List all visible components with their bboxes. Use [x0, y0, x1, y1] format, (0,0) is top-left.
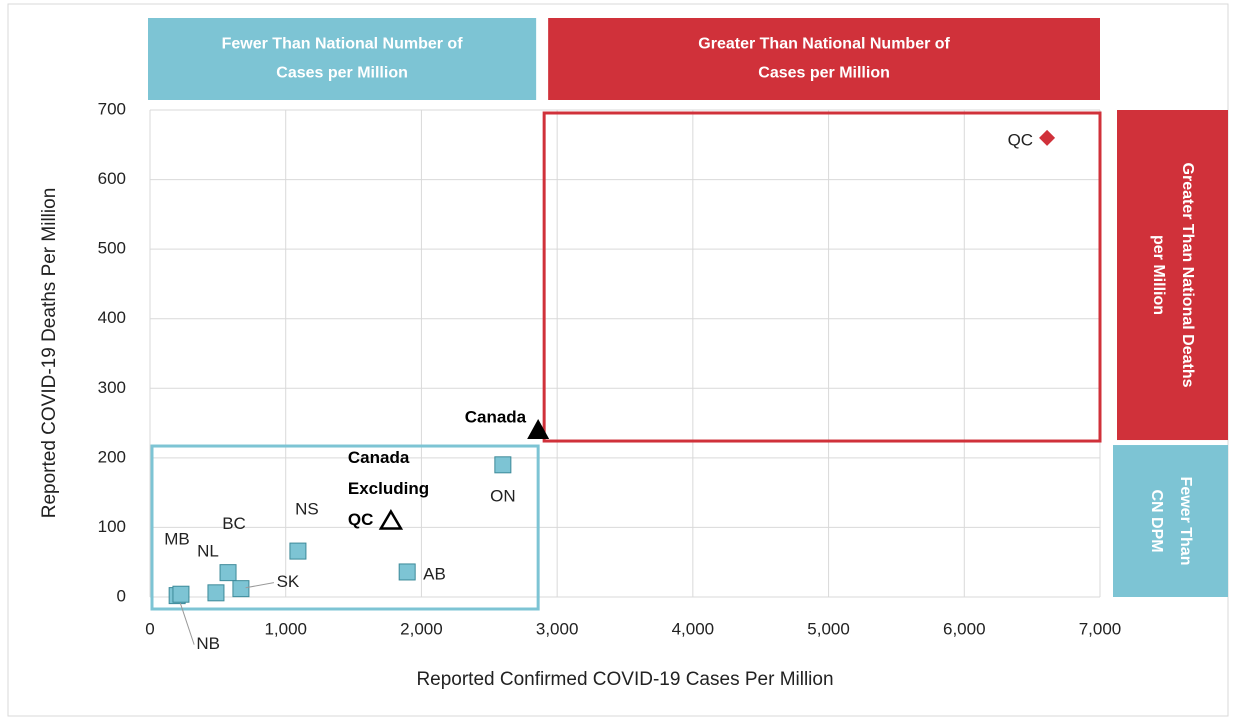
quadrant-label-line: Greater Than National Number of — [698, 36, 950, 53]
point-label: NB — [196, 634, 220, 653]
quadrant-label-line: Fewer Than — [1177, 477, 1194, 566]
point-label: Excluding — [348, 479, 429, 498]
x-tick-label: 5,000 — [807, 619, 850, 638]
point-label: Canada — [348, 448, 410, 467]
quadrant-label: Fewer Than National Number of Cases per M… — [222, 36, 464, 82]
y-tick-label: 200 — [98, 447, 126, 466]
y-tick-label: 500 — [98, 239, 126, 258]
y-tick-label: 600 — [98, 169, 126, 188]
x-tick-label: 1,000 — [264, 619, 307, 638]
y-axis-label: Reported COVID-19 Deaths Per Million — [39, 188, 60, 519]
quadrant-label-line: Cases per Million — [276, 65, 408, 82]
quadrant-label-line: Fewer Than National Number of — [222, 36, 464, 53]
point-label: QC — [348, 510, 374, 529]
point-label: QC — [1008, 130, 1034, 149]
point — [527, 419, 550, 440]
quadrant-label: Fewer Than CN DPM — [1148, 477, 1194, 566]
point-label: SK — [277, 572, 300, 591]
x-axis-label: Reported Confirmed COVID-19 Cases Per Mi… — [416, 669, 833, 690]
quadrant-label-line: Greater Than National Deaths — [1179, 163, 1196, 388]
fewer-quadrant-box — [150, 444, 540, 611]
x-tick-label: 4,000 — [672, 619, 715, 638]
quadrant-header — [1117, 110, 1228, 441]
quadrant-label: Greater Than National Deaths per Million — [1150, 163, 1196, 388]
x-tick-label: 2,000 — [400, 619, 443, 638]
point-label: BC — [222, 514, 246, 533]
y-tick-label: 0 — [117, 586, 126, 605]
point-label: MB — [164, 530, 190, 549]
point-label: NS — [295, 500, 319, 519]
point — [1039, 129, 1056, 146]
point-label: AB — [423, 564, 446, 583]
point — [494, 456, 512, 474]
point — [219, 564, 237, 582]
x-tick-label: 7,000 — [1079, 619, 1122, 638]
quadrant-header — [548, 18, 1100, 100]
point-label: ON — [490, 486, 516, 505]
x-tick-label: 3,000 — [536, 619, 579, 638]
quadrant-header — [1113, 445, 1228, 597]
y-tick-label: 100 — [98, 517, 126, 536]
point-label: NL — [197, 541, 219, 560]
y-tick-label: 300 — [98, 378, 126, 397]
quadrant-label-line: CN DPM — [1148, 489, 1165, 552]
y-tick-label: 700 — [98, 99, 126, 118]
x-tick-label: 0 — [145, 619, 154, 638]
quadrant-label-line: Cases per Million — [758, 65, 890, 82]
leader-line — [179, 602, 195, 645]
point — [289, 542, 307, 560]
point — [172, 585, 190, 603]
point — [398, 563, 416, 581]
point — [378, 509, 404, 530]
quadrant-label-line: per Million — [1150, 235, 1167, 315]
quadrant-header — [148, 18, 537, 100]
leader-line — [245, 582, 275, 589]
point-label: Canada — [465, 408, 527, 427]
x-tick-label: 6,000 — [943, 619, 986, 638]
greater-quadrant-box — [542, 111, 1102, 443]
y-tick-label: 400 — [98, 308, 126, 327]
point — [232, 580, 250, 598]
point — [207, 584, 225, 602]
quadrant-label: Greater Than National Number of Cases per… — [698, 36, 950, 82]
